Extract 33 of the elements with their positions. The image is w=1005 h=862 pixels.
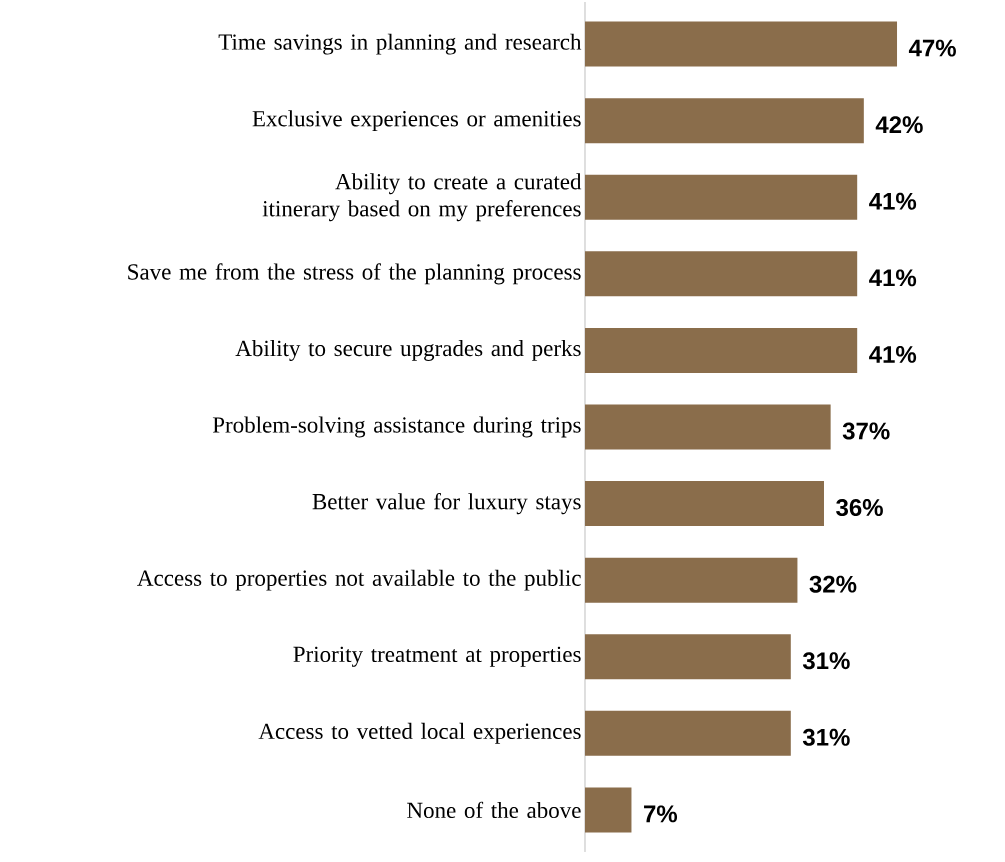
y-tick-label: Exclusive experiences or amenities xyxy=(252,110,581,132)
bar xyxy=(585,174,858,220)
bar xyxy=(585,634,791,680)
data-label: 41% xyxy=(869,269,917,287)
y-tick-label: None of the above xyxy=(407,801,581,819)
data-label: 36% xyxy=(836,499,883,517)
bar xyxy=(585,251,858,297)
bar xyxy=(585,710,791,756)
y-tick-label: Better value for luxury stays xyxy=(312,492,581,515)
bar xyxy=(585,98,864,144)
bar xyxy=(585,21,898,67)
y-tick-label: Ability to create a curated itinerary based on my preferences xyxy=(262,173,582,222)
data-label: 42% xyxy=(875,116,923,134)
data-label: 32% xyxy=(809,575,857,593)
y-tick-label: Access to properties not available to the public xyxy=(137,569,581,591)
bar xyxy=(585,404,831,450)
bar xyxy=(585,557,798,603)
y-tick-label: Ability to secure upgrades and perks xyxy=(235,339,581,361)
data-label: 37% xyxy=(842,422,890,440)
data-label: 31% xyxy=(802,728,850,746)
y-tick-label: Problem-solving assistance during trips xyxy=(212,416,581,438)
y-tick-label: Access to vetted local experiences xyxy=(258,722,581,744)
data-label: 7% xyxy=(644,805,678,823)
data-label: 41% xyxy=(869,345,917,363)
data-label: 31% xyxy=(802,652,850,670)
bar xyxy=(585,481,824,527)
y-tick-label: Save me from the stress of the planning process xyxy=(128,263,581,285)
y-tick-label: Priority treatment at properties xyxy=(293,646,581,667)
y-tick-label: Time savings in planning and research xyxy=(218,33,582,55)
data-label: 47% xyxy=(908,39,956,57)
bar xyxy=(585,327,858,373)
data-label: 41% xyxy=(869,192,917,210)
bar xyxy=(585,787,632,833)
